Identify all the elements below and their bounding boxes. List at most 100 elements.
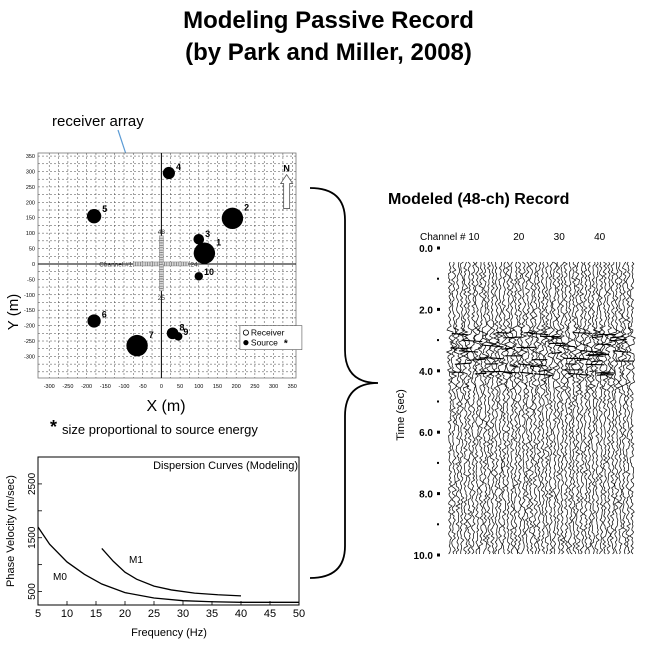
footnote-text: size proportional to source energy (62, 422, 258, 437)
map-x-tick-label: 300 (269, 384, 278, 390)
map-x-tick-label: 250 (250, 384, 259, 390)
legend-receiver-label: Receiver (251, 328, 285, 338)
north-label: N (283, 164, 290, 174)
source-marker (194, 272, 204, 281)
seismic-arrival-stroke (529, 332, 549, 336)
seismic-arrival-stroke (503, 371, 513, 375)
receiver-marker (159, 283, 164, 287)
map-x-tick-label: -100 (118, 384, 129, 390)
record-time-tick-label: 6.0 (419, 428, 433, 439)
receiver-marker (157, 261, 160, 267)
seismic-trace (538, 261, 548, 555)
seismic-trace (516, 261, 524, 555)
receiver-marker (140, 261, 143, 267)
seismic-arrival-stroke (600, 372, 614, 375)
source-marker (193, 242, 216, 264)
map-y-tick-label: -300 (24, 354, 35, 360)
map-y-tick-label: 350 (26, 154, 35, 160)
seismic-trace (597, 261, 604, 555)
map-plot-area: -300 -250 -200 -150 -100 -50 0 50 100 150 200 250 30… (24, 152, 303, 390)
dispersion-x-tick-label: 15 (90, 608, 102, 620)
receiver-marker (159, 276, 164, 280)
receiver-marker (147, 261, 151, 267)
channel-1-label: Channel #1 (99, 261, 133, 268)
record-time-tick-label: 8.0 (419, 490, 433, 501)
seismic-trace (500, 261, 509, 555)
seismic-trace (620, 261, 629, 555)
legend-source-label: Source (251, 338, 278, 348)
record-time-tick-label: 2.0 (419, 305, 433, 316)
seismic-trace (600, 261, 609, 555)
receiver-marker (178, 261, 182, 267)
source-marker (173, 332, 183, 341)
seismic-trace (524, 261, 531, 555)
dispersion-chart: 5 10 15 20 25 30 35 40 45 50 500 1500 2500 Dispersio… (5, 456, 305, 639)
seismic-arrival-stroke (551, 337, 562, 339)
seismic-trace (492, 261, 500, 555)
map-x-tick-label: 350 (288, 384, 297, 390)
map-x-tick-label: 50 (177, 384, 183, 390)
seismic-trace (573, 261, 583, 555)
seismic-trace (496, 262, 505, 555)
source-label: 2 (244, 203, 249, 213)
map-y-tick-label: 150 (26, 216, 35, 222)
map-legend-box (239, 325, 303, 350)
seismic-arrival-stroke (591, 335, 603, 339)
source-marker (221, 207, 244, 230)
dispersion-x-tick-label: 25 (148, 608, 160, 620)
series-label-m1: M1 (129, 555, 143, 566)
seismic-trace (624, 261, 632, 555)
dispersion-chart-title: Dispersion Curves (Modeling) (153, 460, 298, 472)
map-y-tick-label: -150 (24, 308, 35, 314)
seismic-arrival-stroke (458, 350, 479, 353)
receiver-marker (159, 250, 164, 253)
brace-connector (309, 187, 379, 579)
seismic-trace (519, 261, 529, 555)
map-x-tick-label: 200 (232, 384, 241, 390)
seismic-arrival-stroke (451, 332, 469, 336)
map-x-tick-label: -300 (44, 384, 55, 390)
page-title-line-2: (by Park and Miller, 2008) (185, 39, 472, 66)
source-marker (162, 166, 175, 180)
record-y-axis-label: Time (sec) (395, 389, 407, 441)
seismic-trace (535, 261, 543, 555)
seismic-arrival-stroke (585, 354, 604, 357)
receiver-marker (159, 281, 164, 284)
seismic-trace (457, 261, 467, 555)
source-label: 7 (149, 330, 154, 340)
seismic-trace (512, 261, 519, 555)
map-y-tick-label: 200 (26, 200, 35, 206)
source-label: 3 (205, 229, 210, 239)
seismic-arrival-stroke (610, 335, 624, 339)
receiver-marker (159, 247, 164, 251)
seismic-trace (627, 261, 636, 555)
legend-source-asterisk: * (284, 339, 288, 350)
receiver-marker (159, 288, 164, 292)
seismic-arrival-stroke (595, 343, 612, 346)
map-x-tick-label: -50 (139, 384, 147, 390)
seismic-trace (604, 261, 613, 555)
record-time-minor-tick (437, 523, 439, 526)
source-label: 8 (179, 322, 184, 332)
seismic-arrival-stroke (517, 363, 533, 366)
source-label: 9 (183, 327, 188, 337)
seismic-arrival-stroke (523, 331, 534, 334)
record-time-tick (437, 492, 440, 496)
seismic-arrival-stroke (538, 368, 553, 372)
receiver-marker (145, 261, 148, 267)
map-y-tick-label: 0 (32, 262, 35, 268)
seismic-trace (570, 261, 578, 555)
seismic-trace (528, 261, 535, 555)
seismic-trace (565, 261, 574, 555)
record-time-tick (437, 369, 440, 373)
seismic-trace (615, 261, 625, 555)
seismic-arrival-stroke (612, 350, 628, 353)
receiver-marker (185, 261, 189, 267)
seismic-trace (472, 261, 482, 555)
map-y-tick-label: -50 (27, 277, 35, 283)
receiver-marker (176, 261, 179, 267)
dispersion-x-tick-label: 10 (61, 608, 73, 620)
page-title-line-1: Modeling Passive Record (183, 7, 474, 34)
receiver-marker (133, 261, 136, 267)
map-y-tick-label: 50 (29, 247, 35, 253)
